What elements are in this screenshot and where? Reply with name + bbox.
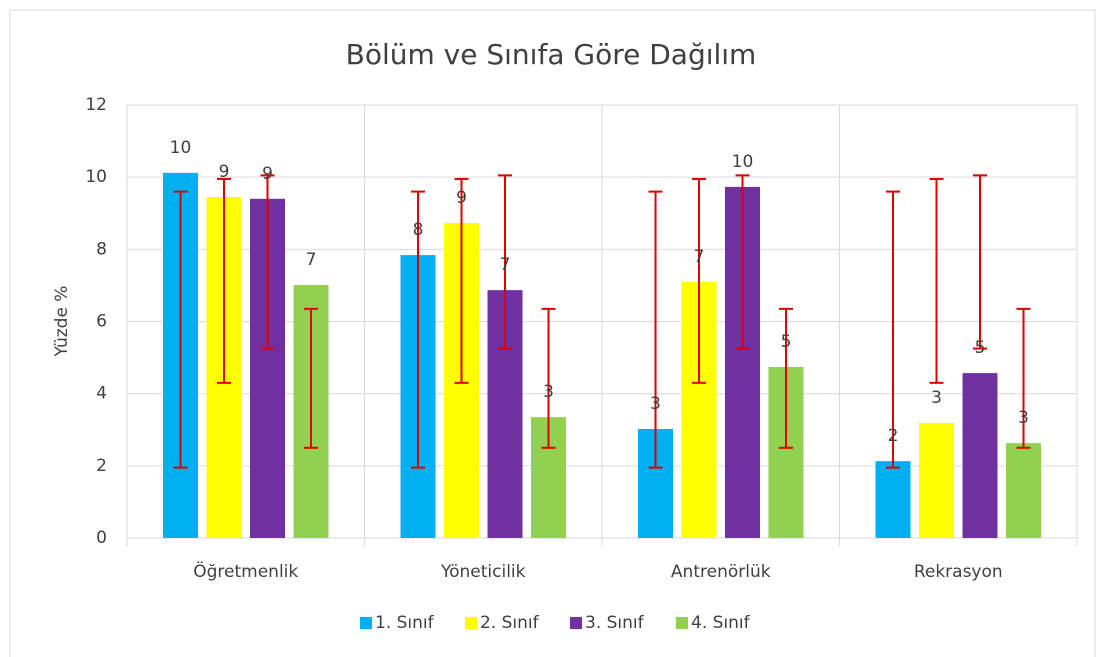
- data-label: 5: [975, 338, 986, 358]
- bar: [962, 373, 998, 538]
- data-label: 3: [1018, 408, 1029, 428]
- data-label: 9: [219, 162, 230, 182]
- legend-swatch: [676, 617, 688, 629]
- data-label: 3: [650, 394, 661, 414]
- data-label: 3: [543, 382, 554, 402]
- y-tick-label: 8: [96, 239, 107, 259]
- data-label: 7: [306, 250, 317, 270]
- y-tick-label: 0: [96, 528, 107, 548]
- legend-label: 1. Sınıf: [375, 613, 435, 633]
- bar: [875, 461, 911, 538]
- data-label: 9: [456, 188, 467, 208]
- x-tick-label: Yöneticilik: [440, 562, 526, 582]
- legend-label: 3. Sınıf: [585, 613, 645, 633]
- legend-swatch: [570, 617, 582, 629]
- data-label: 9: [262, 164, 273, 184]
- x-tick-label: Rekrasyon: [914, 562, 1003, 582]
- data-label: 2: [888, 426, 899, 446]
- data-label: 7: [500, 255, 511, 275]
- legend-label: 4. Sınıf: [691, 613, 751, 633]
- legend-swatch: [360, 617, 372, 629]
- y-tick-label: 2: [96, 456, 107, 476]
- data-label: 10: [732, 152, 754, 172]
- chart-title: Bölüm ve Sınıfa Göre Dağılım: [346, 38, 757, 71]
- y-tick-label: 6: [96, 312, 107, 332]
- y-axis-label: Yüzde %: [52, 286, 72, 358]
- x-tick-label: Antrenörlük: [671, 562, 771, 582]
- bar: [919, 422, 954, 538]
- data-label: 8: [413, 220, 424, 240]
- legend-label: 2. Sınıf: [480, 613, 540, 633]
- bar: [1006, 443, 1041, 538]
- legend-swatch: [465, 617, 477, 629]
- data-label: 10: [170, 138, 192, 158]
- data-label: 7: [694, 247, 705, 267]
- data-label: 3: [931, 388, 942, 408]
- x-tick-label: Öğretmenlik: [193, 560, 298, 582]
- y-tick-label: 12: [85, 95, 107, 115]
- data-label: 5: [781, 332, 792, 352]
- y-tick-label: 4: [96, 384, 107, 404]
- y-tick-label: 10: [85, 167, 107, 187]
